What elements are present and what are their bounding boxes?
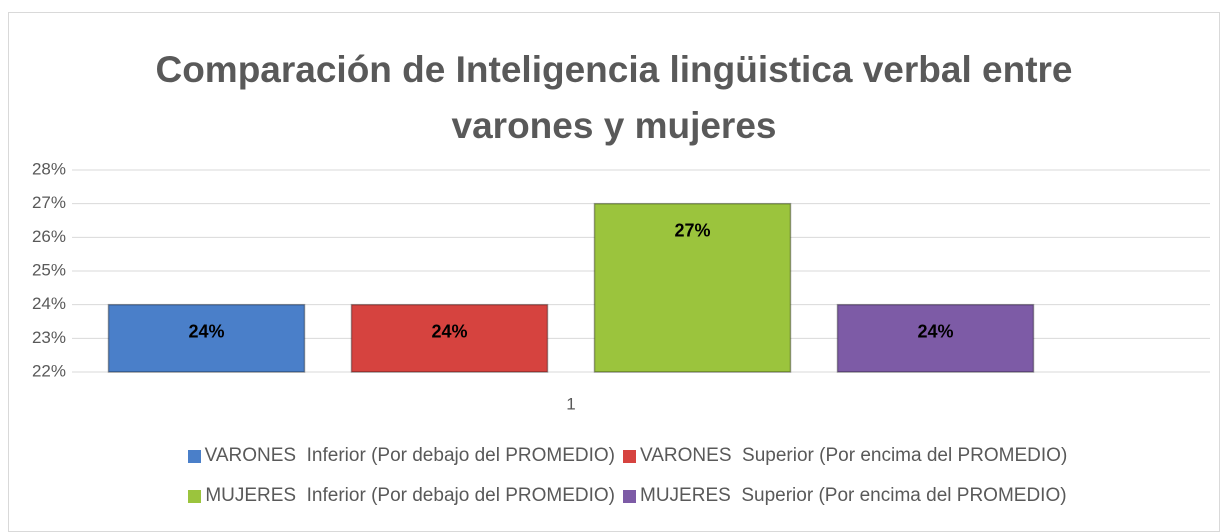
legend: VARONES Inferior (Por debajo del PROMEDI… — [0, 445, 1228, 507]
data-label: 24% — [431, 321, 467, 341]
legend-swatch — [623, 489, 636, 503]
x-tick-label: 1 — [566, 394, 575, 413]
legend-label: VARONES Superior (Por encima del PROMEDI… — [640, 445, 1068, 466]
legend-label: MUJERES Inferior (Por debajo del PROMEDI… — [205, 485, 615, 506]
chart-title: Comparación de Inteligencia lingüistica … — [155, 49, 1073, 146]
legend-label: MUJERES Superior (Por encima del PROMEDI… — [640, 485, 1067, 506]
y-tick-label: 22% — [32, 361, 66, 380]
legend-swatch — [623, 449, 636, 463]
legend-item: MUJERES Inferior (Por debajo del PROMEDI… — [125, 485, 615, 507]
bar — [107, 303, 306, 373]
data-label: 24% — [917, 321, 953, 341]
legend-item: MUJERES Superior (Por encima del PROMEDI… — [623, 485, 1103, 507]
bar — [350, 303, 549, 373]
bar — [593, 202, 792, 373]
legend-item: VARONES Inferior (Por debajo del PROMEDI… — [125, 445, 615, 467]
data-label: 24% — [188, 321, 224, 341]
legend-label: VARONES Inferior (Por debajo del PROMEDI… — [204, 445, 615, 466]
y-tick-label: 27% — [32, 193, 66, 212]
y-tick-label: 24% — [32, 294, 66, 313]
legend-swatch — [187, 449, 201, 463]
y-tick-label: 23% — [32, 328, 66, 347]
y-tick-label: 25% — [32, 260, 66, 279]
y-tick-label: 26% — [32, 227, 66, 246]
data-label: 27% — [674, 220, 710, 240]
legend-swatch — [188, 489, 202, 503]
legend-item: VARONES Superior (Por encima del PROMEDI… — [623, 445, 1103, 467]
bar — [836, 303, 1035, 373]
y-tick-label: 28% — [32, 159, 66, 178]
